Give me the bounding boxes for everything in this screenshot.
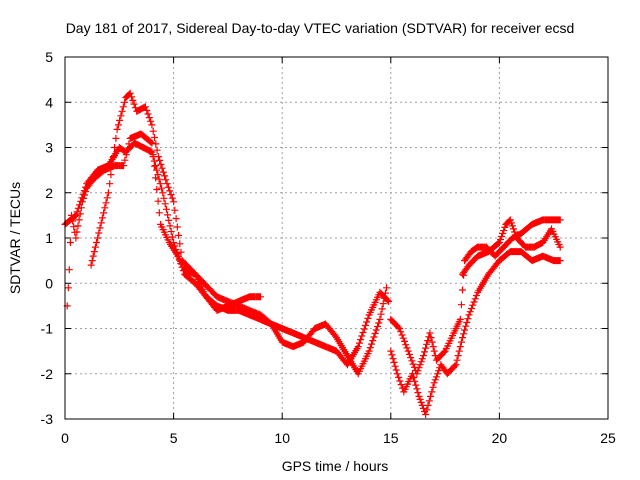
axis-ticks: 0 5 10 15 20 25 -3 -2 -1 0 1 2 3 4 5 bbox=[41, 49, 616, 446]
data-point-markers bbox=[63, 130, 264, 314]
data-point-markers bbox=[459, 216, 564, 278]
x-tick-label: 20 bbox=[492, 430, 508, 446]
data-series-satellite-track-3 bbox=[63, 130, 264, 314]
x-tick-label: 5 bbox=[170, 430, 178, 446]
data-series-satellite-track-5 bbox=[387, 216, 564, 378]
x-tick-label: 0 bbox=[61, 430, 69, 446]
y-tick-label: -1 bbox=[41, 321, 54, 337]
y-tick-label: 3 bbox=[45, 140, 53, 156]
x-tick-label: 25 bbox=[600, 430, 616, 446]
x-tick-label: 10 bbox=[274, 430, 290, 446]
x-axis-label: GPS time / hours bbox=[282, 458, 389, 474]
data-point-markers bbox=[387, 248, 564, 418]
data-series-satellite-track-6 bbox=[459, 216, 564, 278]
y-tick-label: 1 bbox=[45, 230, 53, 246]
y-tick-label: 4 bbox=[45, 94, 53, 110]
y-tick-label: 2 bbox=[45, 185, 53, 201]
y-tick-label: -2 bbox=[41, 366, 54, 382]
data-points bbox=[61, 89, 564, 418]
y-axis-label: SDTVAR / TECUs bbox=[7, 182, 23, 294]
data-point-markers bbox=[387, 216, 564, 378]
y-tick-label: 5 bbox=[45, 49, 53, 65]
data-series-satellite-track-4 bbox=[387, 248, 564, 418]
y-tick-label: 0 bbox=[45, 275, 53, 291]
grid-lines bbox=[65, 57, 608, 419]
chart-title: Day 181 of 2017, Sidereal Day-to-day VTE… bbox=[66, 20, 575, 36]
y-tick-label: -3 bbox=[41, 411, 54, 427]
x-tick-label: 15 bbox=[383, 430, 399, 446]
